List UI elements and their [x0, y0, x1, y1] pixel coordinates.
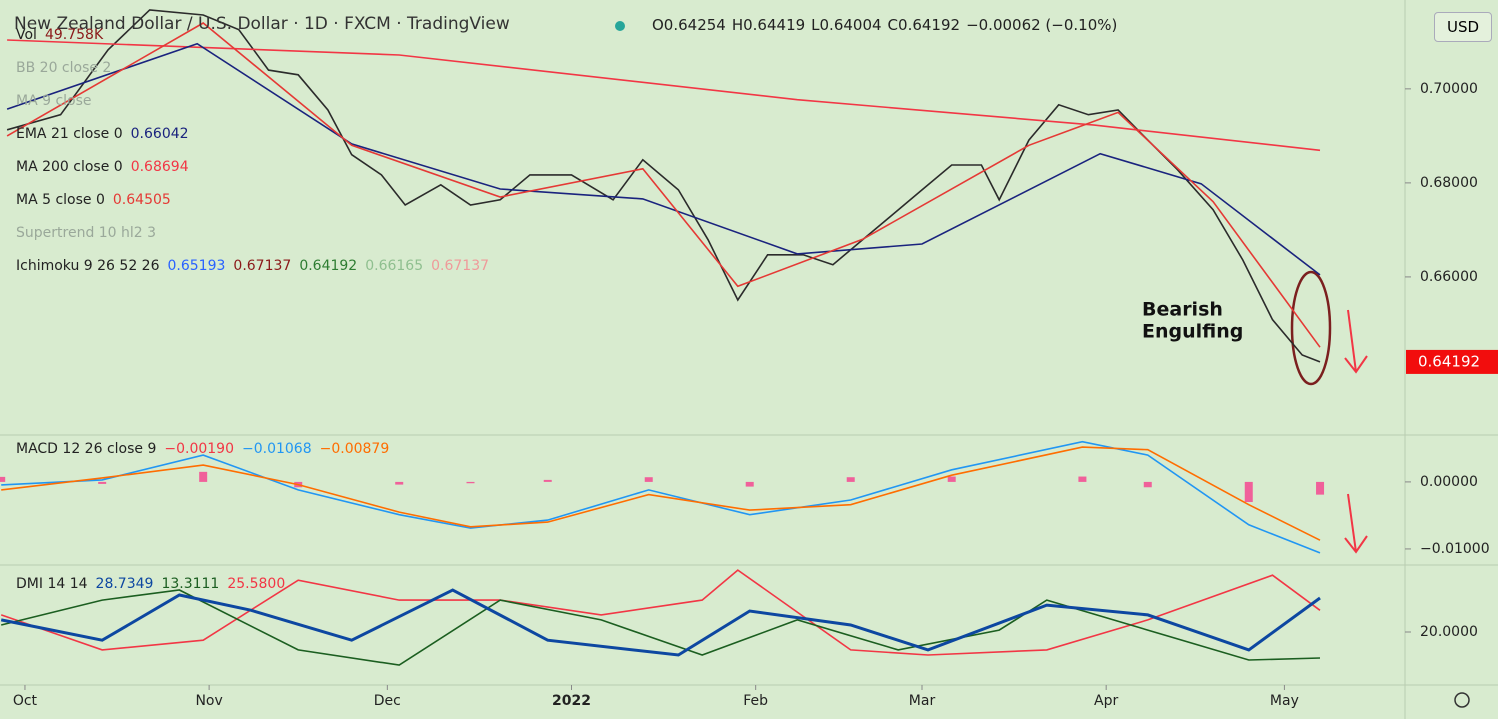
x-tick-label: Apr [1094, 693, 1118, 709]
y-tick-label: 0.00000 [1420, 474, 1478, 490]
legend-label: MA 9 close [16, 93, 92, 109]
legend-value: −0.00190 [164, 441, 234, 457]
highlight-ellipse [1290, 270, 1332, 386]
legend-value: 0.67137 [233, 258, 292, 274]
series-line [6, 9, 1321, 363]
series-line [0, 588, 1321, 657]
legend-value: −0.01068 [242, 441, 312, 457]
series-line [7, 39, 1321, 152]
legend-value: 0.64192 [299, 258, 358, 274]
histogram-bar [1143, 481, 1152, 488]
settings-icon[interactable] [1454, 692, 1470, 708]
legend-label: MA 200 close 0 [16, 159, 123, 175]
series-line [1, 440, 1321, 554]
histogram-bar [846, 477, 855, 482]
legend-label: Vol [16, 27, 37, 43]
y-tick-label: −0.01000 [1420, 541, 1490, 557]
y-tick-label: 20.0000 [1420, 624, 1478, 640]
x-tick-label: Nov [195, 693, 222, 709]
x-tick-label: May [1270, 693, 1299, 709]
legend-value: −0.00879 [319, 441, 390, 457]
down-arrow [1344, 309, 1368, 374]
legend-label: MA 5 close 0 [16, 192, 105, 208]
last-price-label: 0.64192 [1418, 352, 1480, 370]
legend-label: Ichimoku 9 26 52 26 [16, 258, 160, 274]
legend-value: 0.64505 [112, 192, 171, 208]
down-arrow [1344, 493, 1368, 554]
histogram-bar [1078, 476, 1087, 482]
ohlc-value: L0.64004 [811, 16, 882, 34]
legend-value: 49.758K [44, 27, 104, 43]
legend-row: Ichimoku 9 26 52 26 0.65193 0.67137 0.64192… [16, 258, 497, 274]
legend-row: MA 200 close 0 0.68694 [16, 159, 197, 175]
ohlc-bar: O0.64254 H0.64419 L0.64004 C0.64192 −0.00062… [652, 16, 1123, 34]
ohlc-value: −0.00062 (−0.10%) [966, 16, 1118, 34]
legend-value: 0.66165 [365, 258, 424, 274]
series-line [6, 22, 1321, 348]
legend-value: 0.65193 [167, 258, 226, 274]
histogram-bar [466, 481, 475, 484]
series-line [6, 42, 1321, 276]
y-tick-label: 0.68000 [1420, 175, 1478, 191]
series-line [1, 446, 1321, 541]
legend-row: Vol 49.758K [16, 27, 111, 43]
legend-value: 0.67137 [431, 258, 490, 274]
legend-row: BB 20 close 2 [16, 60, 119, 76]
currency-button[interactable]: USD [1434, 12, 1492, 42]
annotation: Engulfing [1142, 321, 1243, 343]
x-tick-label: Mar [909, 693, 936, 709]
histogram-bar [1316, 481, 1325, 495]
legend-row: DMI 14 14 28.7349 13.3111 25.5800 [16, 576, 293, 592]
legend-label: BB 20 close 2 [16, 60, 112, 76]
histogram-bar [0, 476, 6, 482]
annotation: Bearish [1142, 299, 1223, 321]
legend-value: 0.66042 [130, 126, 189, 142]
histogram-bar [644, 477, 653, 482]
legend-row: Supertrend 10 hl2 3 [16, 225, 164, 241]
histogram-bar [98, 481, 107, 484]
x-tick-label: 2022 [552, 693, 591, 709]
ohlc-value: H0.64419 [731, 16, 806, 34]
legend-value: 25.5800 [227, 576, 286, 592]
status-dot [615, 21, 625, 31]
histogram-bar [199, 471, 208, 482]
ohlc-value: C0.64192 [887, 16, 961, 34]
last-price-box [1406, 349, 1498, 374]
legend-label: EMA 21 close 0 [16, 126, 123, 142]
legend-value: 13.3111 [161, 576, 220, 592]
histogram-bar [1244, 481, 1253, 503]
histogram-bar [395, 481, 404, 485]
legend-label: MACD 12 26 close 9 [16, 441, 157, 457]
legend-value: 28.7349 [95, 576, 154, 592]
legend-row: EMA 21 close 0 0.66042 [16, 126, 197, 142]
histogram-bar [947, 476, 956, 482]
histogram-bar [745, 481, 754, 487]
legend-label: Supertrend 10 hl2 3 [16, 225, 157, 241]
series-line [0, 569, 1321, 656]
x-tick-label: Oct [13, 693, 38, 709]
legend-row: MA 5 close 0 0.64505 [16, 192, 179, 208]
histogram-bar [543, 479, 552, 482]
legend-label: DMI 14 14 [16, 576, 88, 592]
series-line [1, 589, 1321, 666]
legend-row: MACD 12 26 close 9 −0.00190 −0.01068 −0.008… [16, 441, 397, 457]
y-tick-label: 0.70000 [1420, 81, 1478, 97]
ohlc-value: O0.64254 [652, 16, 726, 34]
y-tick-label: 0.66000 [1420, 269, 1478, 285]
legend-row: MA 9 close [16, 93, 100, 109]
chart-title: New Zealand Dollar / U.S. Dollar · 1D · … [14, 14, 510, 34]
x-tick-label: Dec [374, 693, 401, 709]
legend-value: 0.68694 [130, 159, 189, 175]
x-tick-label: Feb [743, 693, 768, 709]
